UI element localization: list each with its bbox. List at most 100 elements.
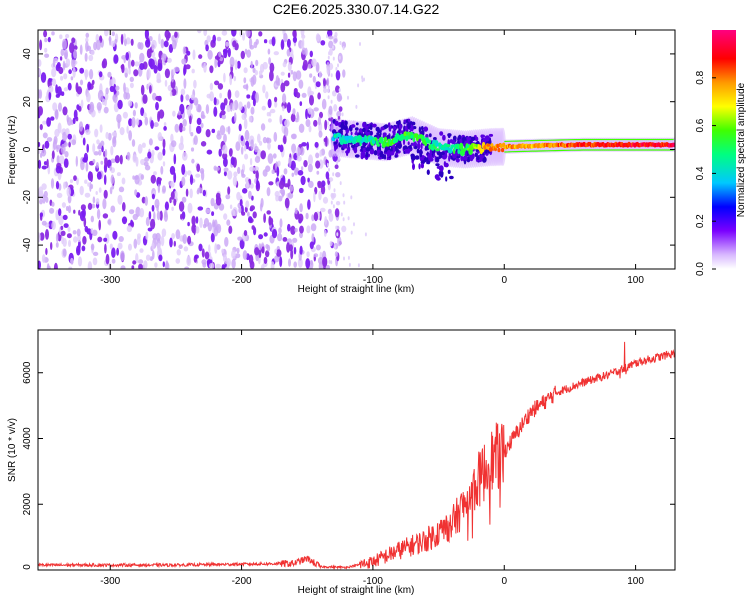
noise-cell (223, 171, 227, 177)
noise-cell (42, 132, 48, 139)
noise-cell (249, 37, 253, 49)
noise-cell (332, 172, 335, 177)
signal-cell (446, 144, 451, 148)
noise-cell (158, 254, 163, 262)
noise-cell (191, 215, 196, 226)
noise-cell (249, 158, 253, 166)
noise-cell (296, 92, 301, 99)
noise-cell (170, 191, 175, 200)
noise-cell (283, 80, 290, 87)
signal-cell (463, 155, 468, 161)
signal-cell (459, 142, 464, 150)
noise-cell (105, 131, 109, 140)
noise-cell (314, 141, 319, 148)
noise-cell (283, 126, 289, 137)
noise-cell (41, 254, 46, 263)
signal-cell (354, 127, 359, 131)
noise-cell (317, 92, 321, 100)
noise-cell (282, 93, 287, 104)
noise-cell (65, 58, 71, 67)
noise-cell (73, 109, 78, 120)
noise-cell (200, 170, 205, 181)
signal-cell (350, 131, 353, 136)
signal-cell (395, 148, 399, 153)
noise-cell (236, 247, 240, 254)
noise-cell (92, 159, 96, 164)
signal-cell (334, 120, 339, 127)
noise-cell (64, 151, 69, 158)
noise-cell (180, 93, 184, 103)
noise-cell (309, 73, 313, 78)
noise-cell (299, 245, 303, 255)
noise-cell (206, 35, 211, 43)
noise-cell (115, 85, 120, 91)
noise-cell (180, 88, 186, 96)
noise-cell (310, 223, 317, 232)
noise-cell (248, 216, 253, 223)
signal-cell (416, 142, 421, 150)
noise-cell (355, 104, 358, 109)
noise-cell (108, 79, 114, 88)
noise-cell (137, 143, 143, 154)
noise-cell (240, 146, 244, 155)
noise-cell (66, 186, 71, 197)
noise-cell (243, 230, 248, 237)
noise-cell (307, 163, 313, 173)
noise-cell (145, 254, 151, 261)
noise-cell (198, 54, 203, 59)
noise-cell (320, 40, 326, 46)
noise-cell (55, 242, 59, 248)
noise-cell (283, 183, 290, 188)
noise-cell (164, 68, 170, 79)
noise-cell (286, 38, 291, 48)
noise-cell (118, 236, 124, 242)
noise-cell (63, 223, 69, 229)
noise-cell (50, 242, 53, 250)
signal-cell (379, 153, 384, 158)
noise-cell (52, 58, 56, 68)
noise-cell (276, 166, 280, 177)
signal-cell (479, 154, 484, 159)
signal-cell (426, 169, 430, 175)
noise-cell (313, 191, 316, 203)
noise-cell (331, 193, 335, 201)
noise-cell (56, 146, 59, 153)
noise-cell (193, 135, 198, 146)
figure-title: C2E6.2025.330.07.14.G22 (273, 1, 440, 17)
noise-cell (280, 78, 284, 84)
noise-cell (206, 149, 213, 155)
noise-cell (97, 89, 104, 101)
noise-cell (282, 105, 285, 112)
signal-cell (392, 132, 396, 136)
noise-cell (90, 243, 95, 251)
noise-cell (63, 73, 68, 80)
noise-cell (60, 91, 65, 96)
signal-cell (486, 143, 491, 147)
noise-cell (218, 148, 222, 157)
noise-cell (221, 30, 228, 36)
noise-cell (46, 158, 49, 169)
signal-cell (390, 141, 393, 146)
noise-cell (247, 211, 250, 217)
noise-cell (291, 143, 297, 154)
noise-cell (105, 253, 110, 265)
noise-cell (178, 201, 185, 212)
noise-cell (218, 51, 222, 58)
signal-cell (435, 148, 440, 152)
noise-cell (216, 223, 222, 234)
noise-cell (162, 147, 166, 156)
noise-cell (56, 62, 61, 69)
noise-cell (254, 166, 259, 172)
noise-cell (284, 197, 290, 209)
noise-cell (151, 242, 155, 250)
noise-cell (178, 244, 183, 249)
noise-cell (93, 151, 99, 156)
noise-cell (320, 184, 326, 195)
noise-cell (148, 211, 152, 220)
noise-cell (206, 93, 212, 99)
noise-cell (261, 105, 266, 111)
signal-cell (410, 154, 416, 161)
noise-cell (133, 69, 139, 77)
noise-cell (250, 76, 255, 87)
noise-cell (54, 128, 60, 138)
